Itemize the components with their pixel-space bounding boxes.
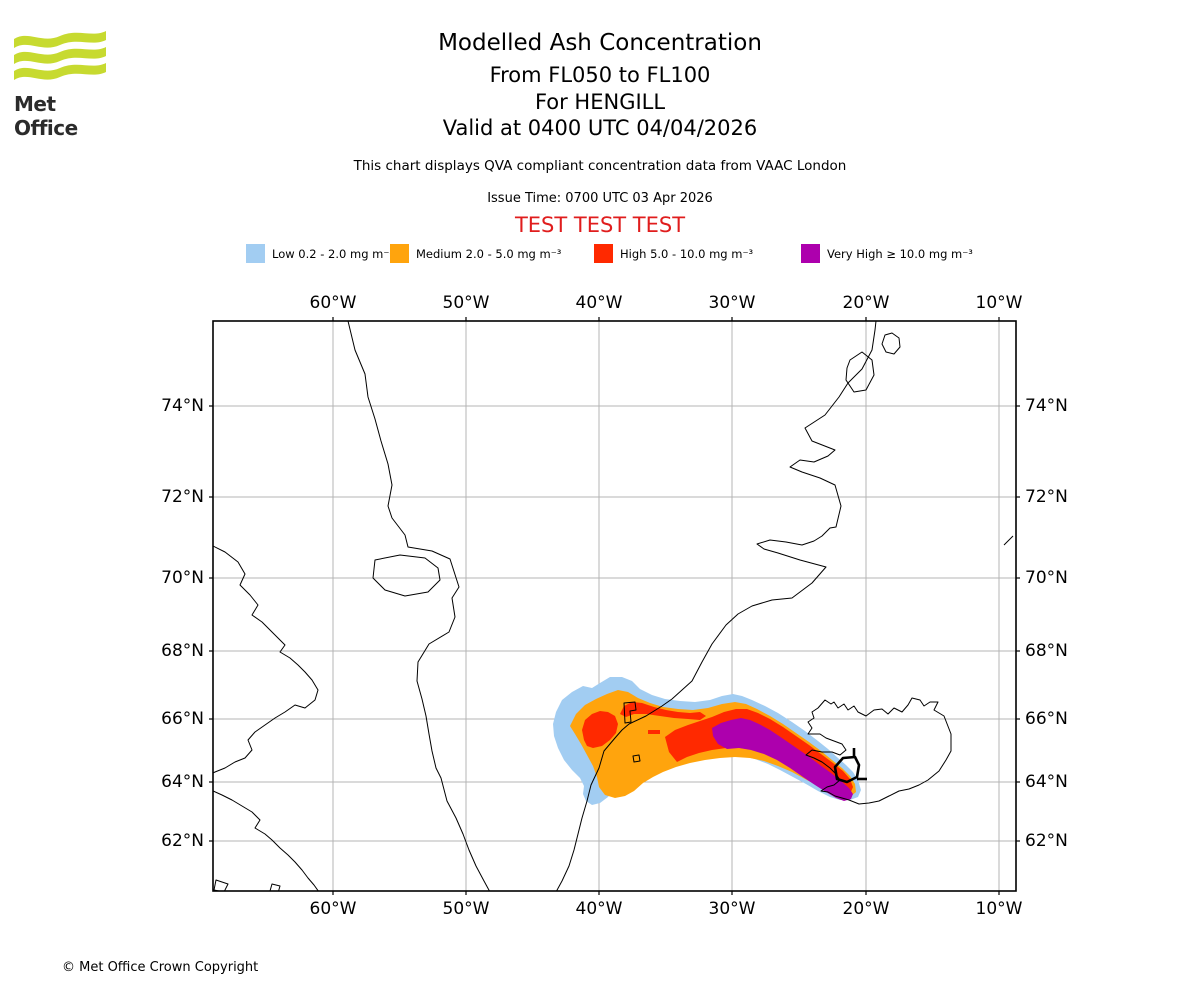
lon-label-top: 60°W xyxy=(309,293,357,313)
jan-mayen-island xyxy=(1003,535,1014,546)
issue-time: Issue Time: 0700 UTC 03 Apr 2026 xyxy=(487,191,713,206)
legend-item-high: High 5.0 - 10.0 mg m⁻³ xyxy=(594,244,753,263)
lat-label-right: 66°N xyxy=(1025,709,1068,729)
legend-label-high: High 5.0 - 10.0 mg m⁻³ xyxy=(620,246,754,261)
legend-swatch-high xyxy=(594,244,613,263)
disko-island xyxy=(372,554,441,597)
copyright-notice: © Met Office Crown Copyright xyxy=(62,960,259,975)
plume-very-high-core xyxy=(712,718,853,801)
lat-label-left: 72°N xyxy=(161,487,204,507)
qva-note: This chart displays QVA compliant concen… xyxy=(353,158,847,174)
baffin-islet-1 xyxy=(213,879,229,891)
lat-label-right: 68°N xyxy=(1025,641,1068,661)
axis-ticks xyxy=(209,317,1020,895)
lat-label-left: 64°N xyxy=(161,772,204,792)
lon-label-bottom: 30°W xyxy=(708,899,756,919)
lat-label-left: 74°N xyxy=(161,396,204,416)
plume-high-west-blob xyxy=(582,711,618,748)
legend-swatch-very_high xyxy=(801,244,820,263)
lon-label-bottom: 60°W xyxy=(309,899,357,919)
legend-swatch-low xyxy=(246,244,265,263)
lat-label-left: 70°N xyxy=(161,568,204,588)
graticule-gridlines xyxy=(213,321,1016,891)
lon-label-top: 40°W xyxy=(575,293,623,313)
greenland-east-coast xyxy=(555,321,877,891)
lon-label-bottom: 20°W xyxy=(842,899,890,919)
page-title: Modelled Ash Concentration xyxy=(438,30,762,56)
lat-label-right: 72°N xyxy=(1025,487,1068,507)
baffin-islet-2 xyxy=(269,883,281,891)
plume-high-top-band xyxy=(620,702,706,720)
lon-label-bottom: 50°W xyxy=(442,899,490,919)
lat-label-right: 64°N xyxy=(1025,772,1068,792)
ne-greenland-island xyxy=(845,351,875,393)
ash-plume xyxy=(553,677,861,805)
legend-label-very_high: Very High ≥ 10.0 mg m⁻³ xyxy=(827,246,973,261)
legend-label-medium: Medium 2.0 - 5.0 mg m⁻³ xyxy=(416,246,562,261)
legend-item-very_high: Very High ≥ 10.0 mg m⁻³ xyxy=(801,244,973,263)
lon-label-top: 30°W xyxy=(708,293,756,313)
legend-swatch-medium xyxy=(390,244,409,263)
flight-level-line: From FL050 to FL100 xyxy=(489,63,711,87)
shannon-island xyxy=(881,332,901,355)
coastlines xyxy=(213,321,1014,891)
plume-high-dash xyxy=(648,730,660,734)
lon-label-top: 10°W xyxy=(975,293,1023,313)
legend-item-low: Low 0.2 - 2.0 mg m⁻³ xyxy=(246,244,394,263)
met-office-logo: Met Office xyxy=(14,28,124,140)
met-office-wordmark: Met Office xyxy=(14,92,78,140)
lat-label-right: 74°N xyxy=(1025,396,1068,416)
lon-label-top: 50°W xyxy=(442,293,490,313)
volcano-source-marker xyxy=(833,748,867,784)
lat-label-left: 66°N xyxy=(161,709,204,729)
baffin-island-coast-north xyxy=(213,545,319,774)
baffin-island-coast-south xyxy=(213,790,319,891)
legend-item-medium: Medium 2.0 - 5.0 mg m⁻³ xyxy=(390,244,561,263)
lon-label-top: 20°W xyxy=(842,293,890,313)
map-frame xyxy=(212,320,1017,892)
volcano-line: For HENGILL xyxy=(534,90,666,114)
map-canvas xyxy=(209,317,1020,895)
test-banner: TEST TEST TEST xyxy=(514,213,686,237)
lat-label-right: 62°N xyxy=(1025,831,1068,851)
met-office-waves-icon xyxy=(14,31,106,80)
iceland-coast xyxy=(805,697,952,805)
lat-label-left: 68°N xyxy=(161,641,204,661)
tasiilaq-island xyxy=(623,701,637,724)
greenland-west-coast xyxy=(347,321,491,891)
lon-label-bottom: 10°W xyxy=(975,899,1023,919)
map-region xyxy=(209,317,1020,895)
lat-label-right: 70°N xyxy=(1025,568,1068,588)
legend-label-low: Low 0.2 - 2.0 mg m⁻³ xyxy=(272,246,395,261)
small-islet xyxy=(632,754,641,763)
lon-label-bottom: 40°W xyxy=(575,899,623,919)
valid-time-line: Valid at 0400 UTC 04/04/2026 xyxy=(442,116,758,140)
lat-label-left: 62°N xyxy=(161,831,204,851)
